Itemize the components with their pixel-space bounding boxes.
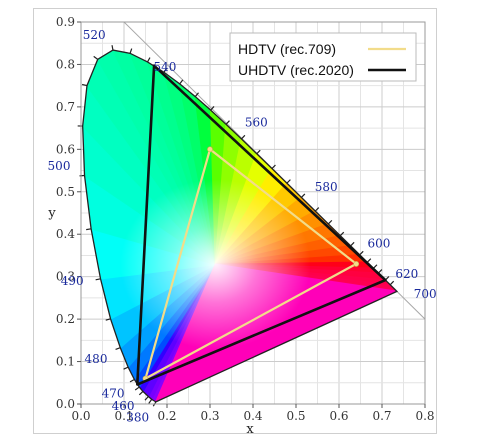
locus-tick bbox=[148, 399, 153, 404]
y-tick-label: 0.3 bbox=[56, 270, 75, 284]
legend: HDTV (rec.709) UHDTV (rec.2020) bbox=[229, 32, 417, 82]
wavelength-label: 480 bbox=[85, 352, 108, 366]
wavelength-label: 540 bbox=[154, 60, 177, 74]
locus-tick bbox=[115, 347, 121, 350]
chromaticity-chart: 0.0 0.1 0.2 0.3 0.4 0.5 0.6 0.7 0.8 0.0 0.1 0.2 0.3 0… bbox=[47, 15, 437, 435]
x-tick-label: 0.7 bbox=[372, 409, 391, 423]
locus-tick bbox=[240, 134, 246, 140]
locus-tick bbox=[389, 280, 395, 286]
y-tick-label: 0.8 bbox=[56, 57, 75, 71]
locus-tick bbox=[256, 149, 261, 155]
locus-tick bbox=[134, 386, 140, 391]
locus-tick bbox=[138, 390, 144, 396]
y-tick-label: 0.5 bbox=[56, 185, 75, 199]
series-rec2020-triangle bbox=[136, 64, 387, 386]
x-tick-label: 0.8 bbox=[415, 409, 434, 423]
wavelength-label: 470 bbox=[102, 386, 125, 400]
y-tick-label: 0.6 bbox=[56, 142, 75, 156]
locus-tick bbox=[179, 79, 184, 85]
locus-tick bbox=[129, 378, 135, 383]
x-tick-label: 0.1 bbox=[114, 409, 133, 423]
wavelength-label: 700 bbox=[414, 287, 437, 301]
legend-entry-label: UHDTV (rec.2020) bbox=[238, 62, 354, 78]
locus-tick bbox=[86, 228, 92, 231]
x-tick-label: 0.6 bbox=[329, 409, 348, 423]
legend-entry-label: HDTV (rec.709) bbox=[238, 41, 336, 57]
legend-box bbox=[229, 32, 417, 82]
y-axis-title: y bbox=[47, 206, 56, 221]
locus-tick bbox=[373, 264, 378, 269]
x-tick-label: 0.5 bbox=[286, 409, 305, 423]
locus-tick bbox=[359, 250, 364, 256]
series-rec709-point bbox=[207, 146, 213, 153]
y-tick-label: 0.4 bbox=[56, 227, 75, 241]
wavelength-label: 490 bbox=[61, 274, 84, 288]
locus-tick bbox=[300, 193, 306, 198]
locus-tick bbox=[286, 179, 291, 184]
x-tick-label: 0.2 bbox=[157, 409, 176, 423]
locus-tick bbox=[271, 164, 276, 169]
locus-tick bbox=[105, 318, 111, 321]
wavelength-label: 460 bbox=[112, 399, 135, 413]
locus-tick bbox=[123, 366, 129, 370]
locus-tick bbox=[144, 396, 149, 401]
white-point-glow bbox=[120, 179, 311, 350]
locus-tick bbox=[129, 48, 133, 54]
series-rec709-point bbox=[353, 261, 360, 267]
locus-tick bbox=[163, 67, 168, 73]
x-axis-title: x bbox=[246, 422, 254, 435]
locus-tick bbox=[210, 106, 215, 111]
locus-tick bbox=[350, 241, 355, 247]
wavelength-label: 520 bbox=[83, 28, 106, 42]
x-tick-label: 0.0 bbox=[71, 409, 90, 423]
locus-tick bbox=[327, 219, 333, 225]
y-tick-label: 0.7 bbox=[56, 100, 75, 114]
wavelength-label: 560 bbox=[245, 115, 268, 129]
chart-frame: 0.0 0.1 0.2 0.3 0.4 0.5 0.6 0.7 0.8 0.0 0.1 0.2 0.3 0… bbox=[33, 8, 437, 435]
locus-tick bbox=[146, 57, 151, 63]
y-tick-label: 0.2 bbox=[56, 312, 75, 326]
locus-tick bbox=[95, 278, 101, 281]
x-tick-label: 0.3 bbox=[200, 409, 219, 423]
wavelength-label: 500 bbox=[48, 159, 71, 173]
wavelength-label: 600 bbox=[367, 237, 390, 251]
locus-tick bbox=[111, 45, 114, 51]
y-tick-label: 0.1 bbox=[56, 355, 75, 369]
wavelength-label: 380 bbox=[126, 410, 149, 424]
wavelength-label: 580 bbox=[315, 180, 338, 194]
y-tick-label: 0.9 bbox=[56, 15, 75, 29]
locus-tick bbox=[93, 55, 99, 60]
locus-tick bbox=[314, 207, 320, 212]
series-rec709-triangle bbox=[144, 148, 358, 380]
locus-tick bbox=[225, 120, 230, 125]
locus-tick bbox=[339, 231, 345, 237]
locus-tick bbox=[81, 83, 88, 87]
gamut-triangles bbox=[136, 64, 387, 386]
wavelength-label: 620 bbox=[395, 267, 418, 281]
y-tick-label: 0.0 bbox=[56, 397, 75, 411]
axes: 0.0 0.1 0.2 0.3 0.4 0.5 0.6 0.7 0.8 0.0 0.1 0.2 0.3 0… bbox=[47, 15, 434, 435]
locus-tick bbox=[194, 92, 199, 97]
x-tick-label: 0.4 bbox=[243, 409, 262, 423]
locus-tick bbox=[366, 258, 372, 263]
